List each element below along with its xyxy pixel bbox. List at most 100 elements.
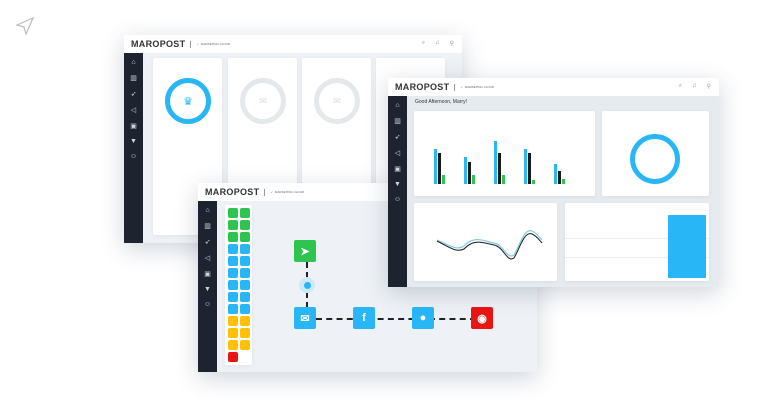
search-icon[interactable]: ⌕ [678,83,683,89]
bar [528,153,531,184]
megaphone-icon[interactable]: ◁ [204,255,211,262]
subscriber-highlight [668,215,706,278]
dashboard-window: MAROPOST ➶ MARKETING CLOUD ⌕ ♫ ⚲ ⌂ ▥ ➶ ◁ ▣ ▼ ☺ Go… [388,78,719,287]
bar [494,141,497,184]
chat-icon: ● [419,312,427,324]
bar [434,148,437,184]
product-label: ➶ MARKETING CLOUD [196,42,231,46]
deliverability-ring [630,134,680,184]
home-icon[interactable]: ⌂ [131,59,136,66]
bar [524,148,527,184]
user-icon[interactable]: ⚲ [449,41,454,47]
chart-icon[interactable]: ▥ [130,75,137,82]
block-yellow[interactable] [240,316,250,326]
paper-plane-icon [16,17,34,35]
bell-icon[interactable]: ♫ [692,83,697,89]
block-green[interactable] [228,208,238,218]
block-blue[interactable] [240,280,250,290]
block-blue[interactable] [228,292,238,302]
block-blue[interactable] [228,244,238,254]
block-green[interactable] [240,208,250,218]
block-green[interactable] [240,220,250,230]
rocket-icon[interactable]: ➶ [130,91,137,98]
block-blue[interactable] [240,304,250,314]
chart-icon[interactable]: ▥ [204,223,211,230]
user-icon[interactable]: ⚲ [706,84,711,90]
facebook-node[interactable]: f [353,307,375,329]
bar [472,175,475,184]
briefcase-icon[interactable]: ▣ [204,271,211,278]
block-blue[interactable] [228,280,238,290]
bar [438,153,441,184]
bar [558,170,561,184]
megaphone-icon[interactable]: ◁ [394,150,401,157]
block-blue[interactable] [240,244,250,254]
block-yellow[interactable] [228,328,238,338]
bar [468,161,471,184]
email-graph-card [414,203,557,281]
trophy-icon: ♛ [165,78,211,124]
stop-node[interactable]: ◉ [471,307,493,329]
envelope-icon: ✉ [240,78,286,124]
block-palette [225,205,252,365]
bar [498,153,501,184]
series-line [436,233,543,260]
block-red[interactable] [228,352,238,362]
rocket-icon[interactable]: ➶ [204,239,211,246]
user-icon[interactable]: ☺ [129,153,138,160]
product-label: ➶ MARKETING CLOUD [270,190,305,194]
bar [562,178,565,184]
envelope-icon: ✉ [314,78,360,124]
sidebar: ⌂ ▥ ➶ ◁ ▣ ▼ ☺ [124,53,143,243]
funnel-icon[interactable]: ▼ [394,181,401,188]
block-yellow[interactable] [240,328,250,338]
home-icon[interactable]: ⌂ [395,102,400,109]
funnel-icon[interactable]: ▼ [204,286,211,293]
bell-icon[interactable]: ♫ [435,40,440,46]
deliverability-card [602,111,709,196]
briefcase-icon[interactable]: ▣ [130,123,137,130]
megaphone-icon[interactable]: ◁ [130,107,137,114]
cursor-icon: ➤ [300,245,310,258]
series-line [436,230,543,257]
user-icon[interactable]: ☺ [393,196,402,203]
sidebar: ⌂ ▥ ➶ ◁ ▣ ▼ ☺ [198,201,217,372]
block-green[interactable] [228,232,238,242]
maropost-logo: MAROPOST [395,82,450,92]
sidebar: ⌂ ▥ ➶ ◁ ▣ ▼ ☺ [388,96,407,287]
bar [442,175,445,184]
chart-icon[interactable]: ▥ [394,118,401,125]
trigger-node[interactable]: ➤ [294,240,316,262]
block-blue[interactable] [240,268,250,278]
block-yellow[interactable] [228,316,238,326]
app-header: MAROPOST ➶ MARKETING CLOUD ⌕ ♫ ⚲ [124,35,462,53]
block-yellow[interactable] [228,340,238,350]
block-blue[interactable] [240,292,250,302]
email-icon: ✉ [300,312,310,325]
block-blue[interactable] [228,268,238,278]
email-node[interactable]: ✉ [294,307,316,329]
wait-node[interactable] [299,277,315,293]
block-green[interactable] [240,232,250,242]
subscriber-summary-card [565,203,709,281]
block-blue[interactable] [228,256,238,266]
bar [532,179,535,184]
maropost-logo: MAROPOST [131,39,186,49]
block-green[interactable] [228,220,238,230]
block-yellow[interactable] [240,340,250,350]
user-icon[interactable]: ☺ [203,301,212,308]
greeting: Good Afternoon, Marry! [415,99,467,105]
bar [554,163,557,184]
block-blue[interactable] [240,256,250,266]
block-blue[interactable] [228,304,238,314]
bar [502,175,505,184]
sms-node[interactable]: ● [412,307,434,329]
home-icon[interactable]: ⌂ [205,207,210,214]
email-line-chart [436,230,543,260]
search-icon[interactable]: ⌕ [421,40,426,46]
facebook-icon: f [362,312,366,324]
funnel-icon[interactable]: ▼ [130,138,137,145]
maropost-logo: MAROPOST [205,187,260,197]
rocket-icon[interactable]: ➶ [394,134,401,141]
briefcase-icon[interactable]: ▣ [394,166,401,173]
